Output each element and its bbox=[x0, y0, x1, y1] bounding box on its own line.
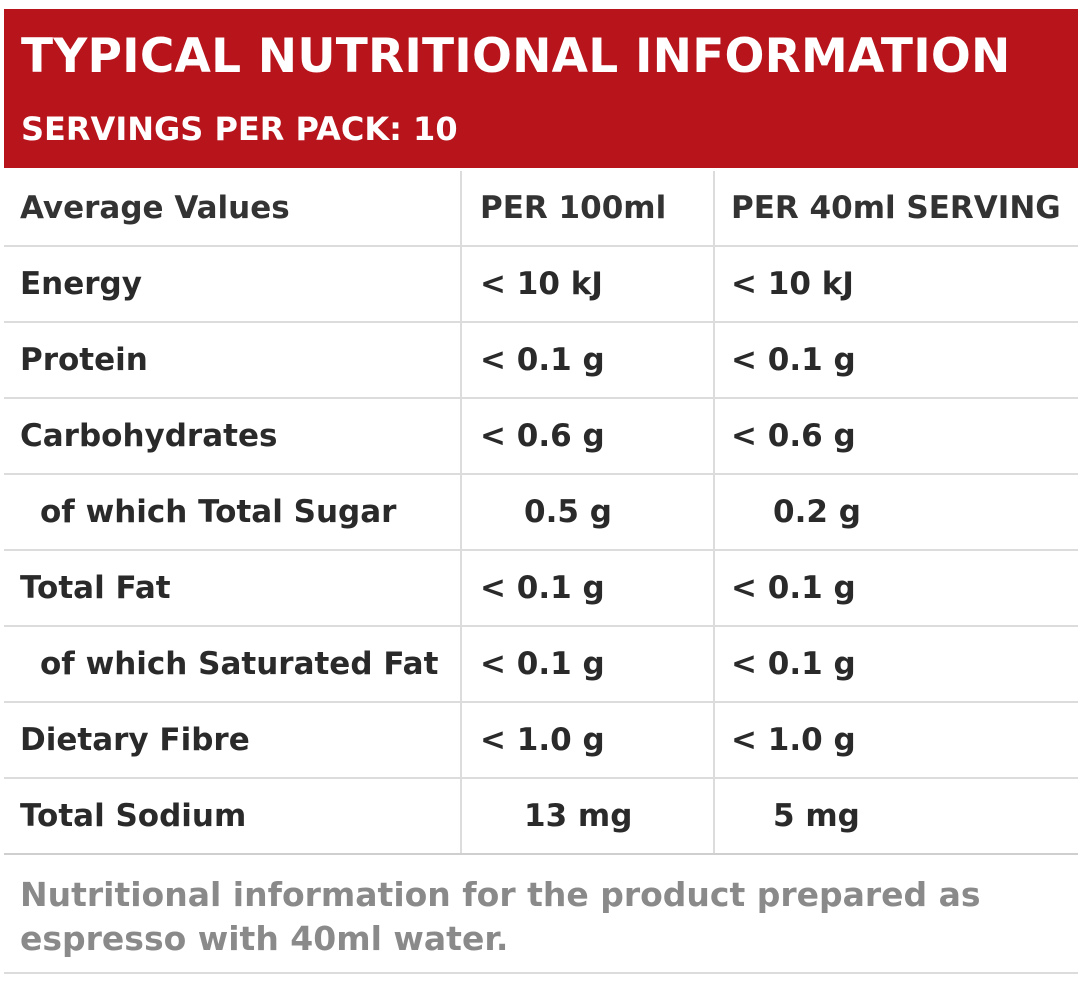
per-100ml-value: 0.5 g bbox=[460, 474, 714, 551]
per-serving-value: < 0.6 g bbox=[713, 398, 1078, 475]
row-label: Total Fat bbox=[4, 550, 461, 627]
per-serving-value: < 0.1 g bbox=[713, 550, 1078, 627]
table-header-row: Average Values PER 100ml PER 40ml SERVIN… bbox=[4, 171, 1078, 247]
per-100ml-value: < 0.1 g bbox=[460, 322, 714, 399]
per-serving-value: < 10 kJ bbox=[713, 246, 1078, 323]
per-100ml-value: 13 mg bbox=[460, 778, 714, 855]
per-serving-value: 5 mg bbox=[713, 778, 1078, 855]
per-serving-value: < 1.0 g bbox=[713, 702, 1078, 779]
row-label: Dietary Fibre bbox=[4, 702, 461, 779]
bottom-divider bbox=[4, 972, 1078, 974]
row-label: Total Sodium bbox=[4, 778, 461, 855]
per-100ml-value: < 1.0 g bbox=[460, 702, 714, 779]
table-row: Total Fat < 0.1 g < 0.1 g bbox=[4, 550, 1078, 627]
table-row: of which Total Sugar 0.5 g 0.2 g bbox=[4, 474, 1078, 551]
nutrition-table: Average Values PER 100ml PER 40ml SERVIN… bbox=[4, 171, 1078, 855]
panel-title: TYPICAL NUTRITIONAL INFORMATION bbox=[21, 29, 1011, 84]
per-serving-value: < 0.1 g bbox=[713, 626, 1078, 703]
per-100ml-value: < 0.1 g bbox=[460, 626, 714, 703]
column-header-average-values: Average Values bbox=[4, 171, 461, 247]
table-row: Energy < 10 kJ < 10 kJ bbox=[4, 246, 1078, 323]
column-header-per-100ml: PER 100ml bbox=[460, 171, 714, 247]
per-100ml-value: < 10 kJ bbox=[460, 246, 714, 323]
row-label: Energy bbox=[4, 246, 461, 323]
row-label: Protein bbox=[4, 322, 461, 399]
row-label: Carbohydrates bbox=[4, 398, 461, 475]
table-row: Total Sodium 13 mg 5 mg bbox=[4, 778, 1078, 855]
per-100ml-value: < 0.1 g bbox=[460, 550, 714, 627]
per-100ml-value: < 0.6 g bbox=[460, 398, 714, 475]
per-serving-value: < 0.1 g bbox=[713, 322, 1078, 399]
row-label: of which Saturated Fat bbox=[4, 626, 461, 703]
table-row: Carbohydrates < 0.6 g < 0.6 g bbox=[4, 398, 1078, 475]
column-header-per-serving: PER 40ml SERVING bbox=[713, 171, 1078, 247]
nutrition-header: TYPICAL NUTRITIONAL INFORMATION SERVINGS… bbox=[4, 9, 1078, 168]
table-row: Dietary Fibre < 1.0 g < 1.0 g bbox=[4, 702, 1078, 779]
preparation-footnote: Nutritional information for the product … bbox=[20, 875, 981, 958]
per-serving-value: 0.2 g bbox=[713, 474, 1078, 551]
servings-per-pack: SERVINGS PER PACK: 10 bbox=[21, 110, 458, 148]
table-row: of which Saturated Fat < 0.1 g < 0.1 g bbox=[4, 626, 1078, 703]
table-row: Protein < 0.1 g < 0.1 g bbox=[4, 322, 1078, 399]
row-label: of which Total Sugar bbox=[4, 474, 461, 551]
